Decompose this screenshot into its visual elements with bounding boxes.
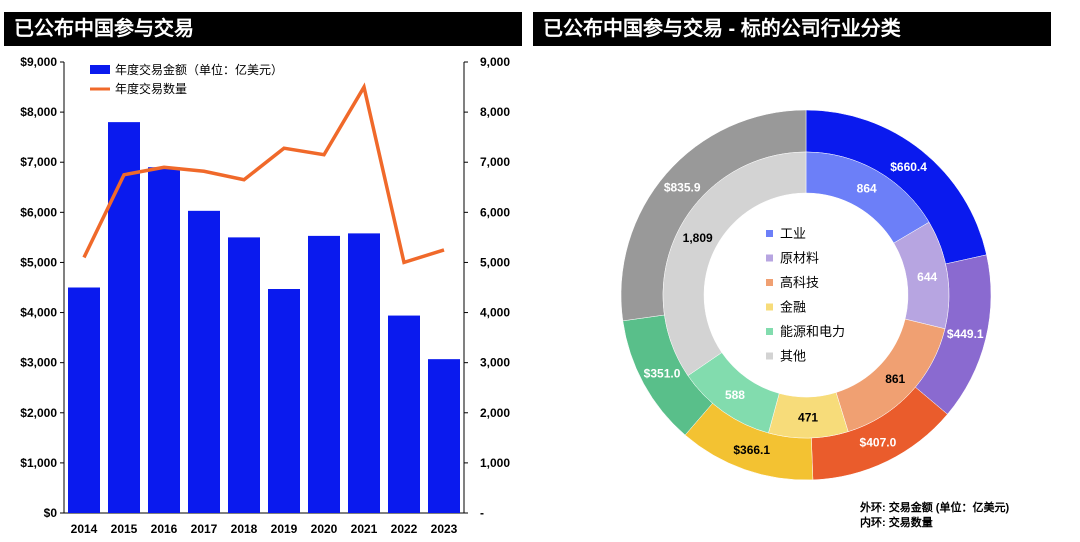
legend-swatch-高科技: [766, 279, 773, 286]
bar-2023: [428, 359, 460, 513]
x-tick-label: 2017: [191, 522, 218, 536]
x-tick-label: 2016: [151, 522, 178, 536]
legend-swatch-工业: [766, 230, 773, 237]
inner-label-其他: 1,809: [683, 231, 713, 245]
outer-label-其他: $835.9: [664, 180, 701, 194]
legend-swatch-能源和电力: [766, 328, 773, 335]
legend-label-金融: 金融: [780, 300, 806, 315]
right-tick-label: 1,000: [480, 456, 510, 470]
right-tick-label: -: [480, 506, 484, 520]
bar-2022: [388, 315, 420, 513]
legend-swatch-amount: [90, 65, 110, 74]
outer-label-金融: $366.1: [733, 443, 770, 457]
left-chart-title: 已公布中国参与交易: [4, 12, 522, 46]
x-tick-label: 2022: [391, 522, 418, 536]
inner-label-原材料: 644: [917, 270, 937, 284]
deal-count-line: [82, 82, 445, 265]
x-tick-label: 2018: [231, 522, 258, 536]
outer-label-能源和电力: $351.0: [644, 367, 681, 381]
legend-label-amount: 年度交易金额（单位：亿美元）: [115, 62, 283, 77]
x-tick-label: 2021: [351, 522, 378, 536]
left-tick-label: $7,000: [20, 155, 57, 169]
right-tick-label: 6,000: [480, 205, 510, 219]
legend-label-高科技: 高科技: [780, 275, 819, 290]
bar-2020: [308, 235, 340, 513]
double-donut-chart: $660.4 $449.1 $407.0 $366.1 $351.0 $835.9 864 6…: [620, 109, 992, 481]
bar-line-chart: $0 $1,000 $2,000 $3,000 $4,000 $5,000 $6,000 $7…: [20, 55, 510, 536]
right-tick-label: 5,000: [480, 255, 510, 269]
legend-label-能源和电力: 能源和电力: [780, 324, 845, 339]
left-tick-label: $6,000: [20, 205, 57, 219]
right-tick-label: 4,000: [480, 306, 510, 320]
right-tick-label: 8,000: [480, 105, 510, 119]
bar-2015: [108, 122, 140, 513]
legend-label-原材料: 原材料: [780, 251, 819, 266]
left-tick-label: $9,000: [20, 55, 57, 69]
right-tick-label: 7,000: [480, 155, 510, 169]
legend-swatch-原材料: [766, 254, 773, 262]
right-tick-label: 3,000: [480, 356, 510, 370]
legend-label-其他: 其他: [780, 349, 806, 364]
bar-2016: [148, 167, 180, 513]
left-tick-label: $4,000: [20, 306, 57, 320]
left-tick-label: $3,000: [20, 356, 57, 370]
inner-label-金融: 471: [798, 410, 818, 424]
x-tick-label: 2015: [111, 522, 138, 536]
x-tick-label: 2019: [271, 522, 298, 536]
inner-label-高科技: 861: [885, 372, 905, 386]
outer-label-高科技: $407.0: [860, 435, 897, 449]
outer-ring-note: 外环: 交易金额 (单位：亿美元): [860, 502, 1010, 514]
x-tick-label: 2014: [71, 522, 98, 536]
legend-swatch-其他: [766, 352, 773, 360]
inner-label-工业: 864: [857, 182, 877, 196]
bar-2021: [348, 233, 380, 513]
legend-swatch-金融: [766, 303, 773, 311]
inner-ring-note: 内环: 交易数量: [860, 517, 933, 529]
outer-label-工业: $660.4: [890, 160, 927, 174]
inner-label-能源和电力: 588: [725, 388, 745, 402]
left-tick-label: $2,000: [20, 406, 57, 420]
left-tick-label: $8,000: [20, 105, 57, 119]
bar-2017: [188, 210, 220, 513]
bar-2019: [268, 289, 300, 513]
x-tick-label: 2023: [431, 522, 458, 536]
left-tick-label: $1,000: [20, 456, 57, 470]
left-tick-label: $5,000: [20, 255, 57, 269]
bar-2014: [68, 287, 100, 513]
x-tick-label: 2020: [311, 522, 338, 536]
legend-label-工业: 工业: [780, 226, 806, 241]
left-tick-label: $0: [44, 506, 58, 520]
right-tick-label: 9,000: [480, 55, 510, 69]
outer-label-原材料: $449.1: [947, 327, 984, 341]
legend-label-count: 年度交易数量: [115, 81, 187, 96]
right-chart-title: 已公布中国参与交易 - 标的公司行业分类: [533, 12, 1051, 46]
bar-2018: [228, 237, 260, 513]
right-tick-label: 2,000: [480, 406, 510, 420]
inner-slice-其他: [662, 151, 807, 377]
